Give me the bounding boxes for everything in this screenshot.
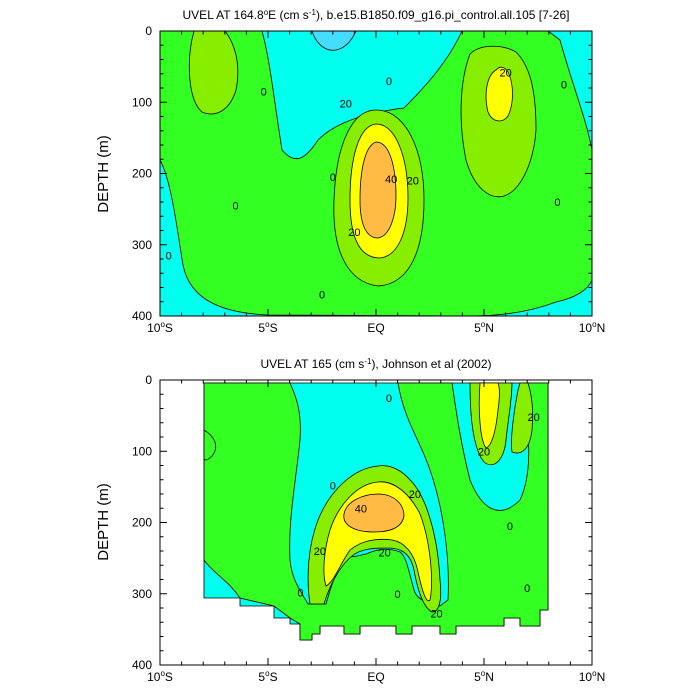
y-tick-label: 0 xyxy=(145,373,152,387)
y-axis-label-top: DEPTH (m) xyxy=(95,135,112,213)
y-axis-label-bottom: DEPTH (m) xyxy=(95,483,112,561)
contour-label: 0 xyxy=(297,587,303,599)
contour-band-30-40 xyxy=(478,382,500,449)
contour-label: 20 xyxy=(430,609,442,621)
contour-label: 0 xyxy=(233,201,239,213)
contour-field-top xyxy=(160,31,592,316)
x-tick-label: 10oN xyxy=(579,320,605,335)
contour-label: 0 xyxy=(166,250,172,262)
contour-band-0-20 xyxy=(203,382,549,641)
y-tick-label: 200 xyxy=(132,516,152,530)
contour-label: 0 xyxy=(524,583,530,595)
contour-label: 20 xyxy=(409,489,421,501)
y-tick-label: 300 xyxy=(132,587,152,601)
chart-title-top: UVEL AT 164.8oE (cm s-1), b.e15.B1850.f0… xyxy=(183,8,570,22)
contour-band-40-50 xyxy=(359,141,397,239)
contour-band-20-30 xyxy=(188,31,239,115)
chart-title-bottom: UVEL AT 165 (cm s-1), Johnson et al (200… xyxy=(260,357,491,371)
contour-label: 40 xyxy=(355,503,367,515)
x-tick-label: 5oS xyxy=(258,320,277,335)
contour-band-20-30 xyxy=(511,382,534,454)
contour-label: 40 xyxy=(385,174,397,186)
y-tick-label: 200 xyxy=(132,167,152,181)
contour-label: 0 xyxy=(507,521,513,533)
contour-label: 0 xyxy=(330,172,336,184)
y-tick-label: 0 xyxy=(145,24,152,38)
contour-label: 0 xyxy=(386,393,392,405)
contour-band-30-40 xyxy=(485,66,513,122)
x-tick-label: 10oN xyxy=(579,669,605,684)
contour-label: 20 xyxy=(499,67,511,79)
contour-label: 0 xyxy=(395,589,401,601)
contour-label: 20 xyxy=(379,547,391,559)
contour-labels-bottom: 0 0 0 0 0 0 20 20 20 20 20 20 40 xyxy=(297,393,540,621)
contour-band-0-20 xyxy=(203,429,217,461)
y-tick-label: 100 xyxy=(132,444,152,458)
chart-bottom: UVEL AT 165 (cm s-1), Johnson et al (200… xyxy=(95,357,605,684)
x-tick-label: 10oS xyxy=(147,669,173,684)
contour-label: 20 xyxy=(314,546,326,558)
x-tick-label: EQ xyxy=(367,670,384,684)
x-tick-label: 5oN xyxy=(474,669,494,684)
y-tick-label: 300 xyxy=(132,238,152,252)
contour-label: 20 xyxy=(340,99,352,111)
contour-label: 0 xyxy=(330,480,336,492)
contour-band-20-30 xyxy=(460,45,537,198)
y-tick-label: 400 xyxy=(132,309,152,323)
x-tick-label: 5oN xyxy=(474,320,494,335)
x-tick-label: EQ xyxy=(367,321,384,335)
contour-label: 0 xyxy=(554,197,560,209)
x-tick-label: 5oS xyxy=(258,669,277,684)
contour-label: 20 xyxy=(348,227,360,239)
y-tick-label: 100 xyxy=(132,95,152,109)
x-axis-top: 10oS 5oS EQ 5oN 10oN xyxy=(147,31,605,335)
y-tick-label: 400 xyxy=(132,658,152,672)
contour-label: 20 xyxy=(528,412,540,424)
contour-label: 0 xyxy=(561,79,567,91)
contour-field-bottom xyxy=(203,382,549,641)
contour-band-lt-neg20 xyxy=(311,31,357,51)
contour-label: 0 xyxy=(386,76,392,88)
chart-top: UVEL AT 164.8oE (cm s-1), b.e15.B1850.f0… xyxy=(95,8,605,335)
x-axis-bottom: 10oS 5oS EQ 5oN 10oN xyxy=(147,380,605,684)
contour-label: 0 xyxy=(261,87,267,99)
contour-label: 20 xyxy=(478,446,490,458)
contour-band-40-50 xyxy=(343,493,405,533)
contour-labels-top: 0 0 0 0 0 0 0 0 20 20 20 20 40 xyxy=(166,67,567,302)
contour-label: 20 xyxy=(407,176,419,188)
x-tick-label: 10oS xyxy=(147,320,173,335)
contour-label: 0 xyxy=(319,290,325,302)
